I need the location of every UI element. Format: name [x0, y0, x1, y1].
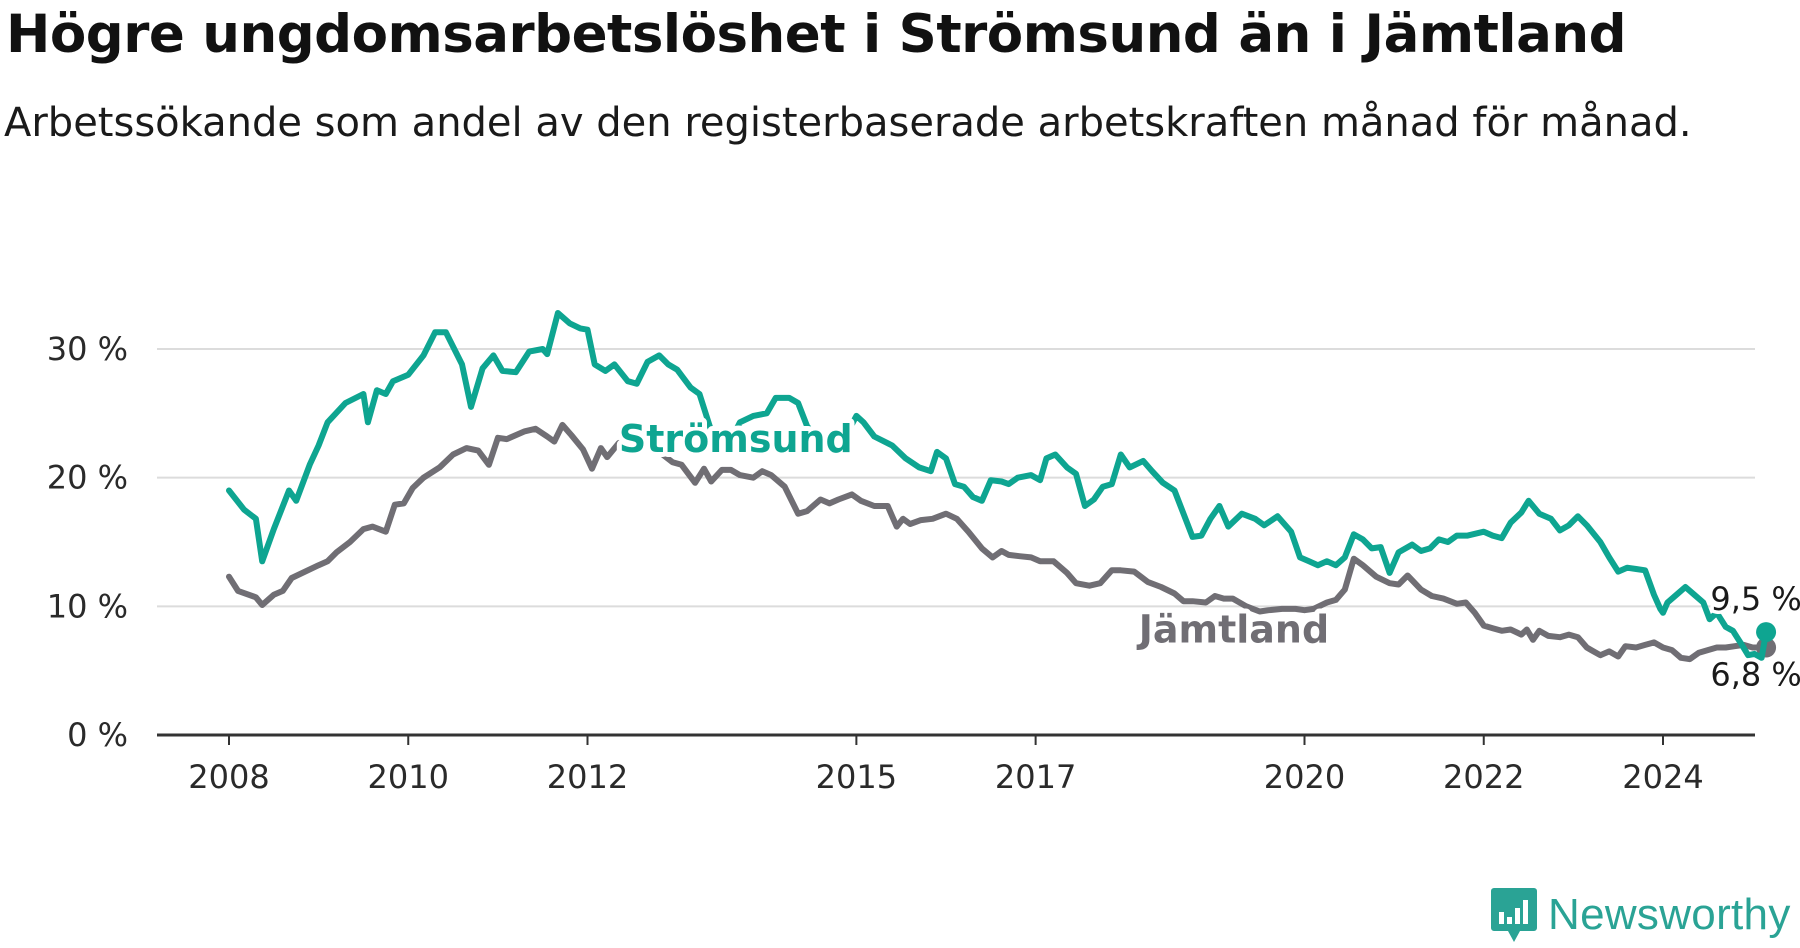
series-line-stromsund — [226, 310, 1770, 661]
x-tick-label: 2020 — [1264, 758, 1345, 796]
newsworthy-brand[interactable]: Newsworthy — [1490, 886, 1791, 944]
x-tick-label: 2008 — [188, 758, 269, 796]
y-axis-tick-labels: 0 % 10 % 20 % 30 % — [47, 330, 128, 754]
end-point-stromsund — [1756, 622, 1777, 643]
series-labels: Strömsund Jämtland 9,5 % 6,8 % — [614, 412, 1800, 697]
x-tick-label: 2024 — [1622, 758, 1703, 796]
chart-subtitle: Arbetssökande som andel av den registerb… — [4, 100, 1692, 146]
y-tick-label: 10 % — [47, 587, 128, 625]
chart-title: Högre ungdomsarbetslöshet i Strömsund än… — [6, 4, 1627, 65]
x-tick-label: 2012 — [547, 758, 628, 796]
series-label-stromsund: Strömsund — [619, 417, 853, 461]
x-tick-label: 2022 — [1443, 758, 1524, 796]
grid-lines — [157, 348, 1755, 608]
series-label-jamtland: Jämtland — [1136, 607, 1329, 651]
x-tick-label: 2010 — [368, 758, 449, 796]
series-line-jamtland — [226, 421, 1770, 663]
x-tick-label: 2017 — [995, 758, 1076, 796]
brand-name: Newsworthy — [1548, 890, 1791, 939]
y-tick-label: 20 % — [47, 459, 128, 497]
y-tick-label: 0 % — [67, 716, 128, 754]
end-label-jamtland: 6,8 % — [1710, 656, 1800, 694]
x-tick-label: 2015 — [816, 758, 897, 796]
y-tick-label: 30 % — [47, 330, 128, 368]
series-lines — [226, 310, 1777, 663]
newsworthy-logo-icon — [1491, 888, 1537, 942]
x-axis: 2008 2010 2012 2015 2017 2020 2022 2024 — [157, 733, 1755, 796]
end-label-stromsund: 9,5 % — [1710, 580, 1800, 618]
